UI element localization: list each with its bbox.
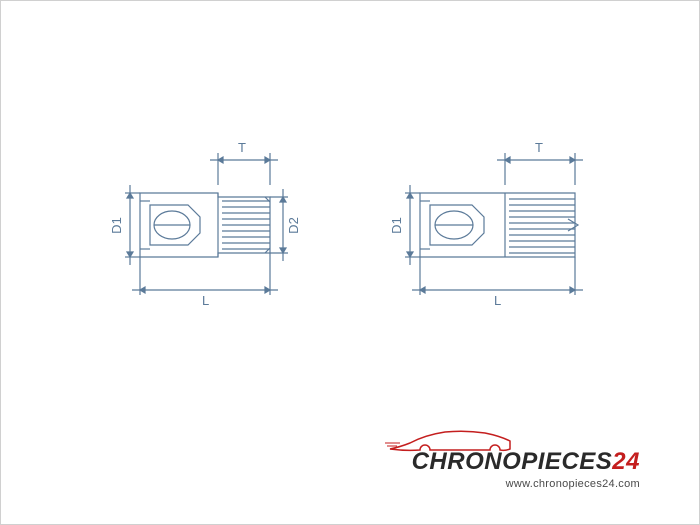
brand-logo: CHRONOPIECES24 www.chronopieces24.com: [412, 448, 640, 490]
logo-brand: CHRONOPIECES: [412, 448, 613, 475]
label-d2-1: D2: [286, 217, 301, 234]
logo-url: www.chronopieces24.com: [412, 478, 640, 490]
logo-text: CHRONOPIECES24: [412, 448, 640, 476]
diagram-left: T D1 D2 L: [110, 145, 310, 330]
label-d1-1: D1: [109, 217, 124, 234]
label-l-1: L: [202, 293, 209, 308]
label-l-2: L: [494, 293, 501, 308]
socket-drawing-left: [110, 145, 310, 325]
label-d1-2: D1: [389, 217, 404, 234]
label-t-2: T: [535, 140, 543, 155]
diagram-right: T D1 L: [390, 145, 610, 330]
label-t-1: T: [238, 140, 246, 155]
logo-suffix: 24: [612, 448, 640, 475]
